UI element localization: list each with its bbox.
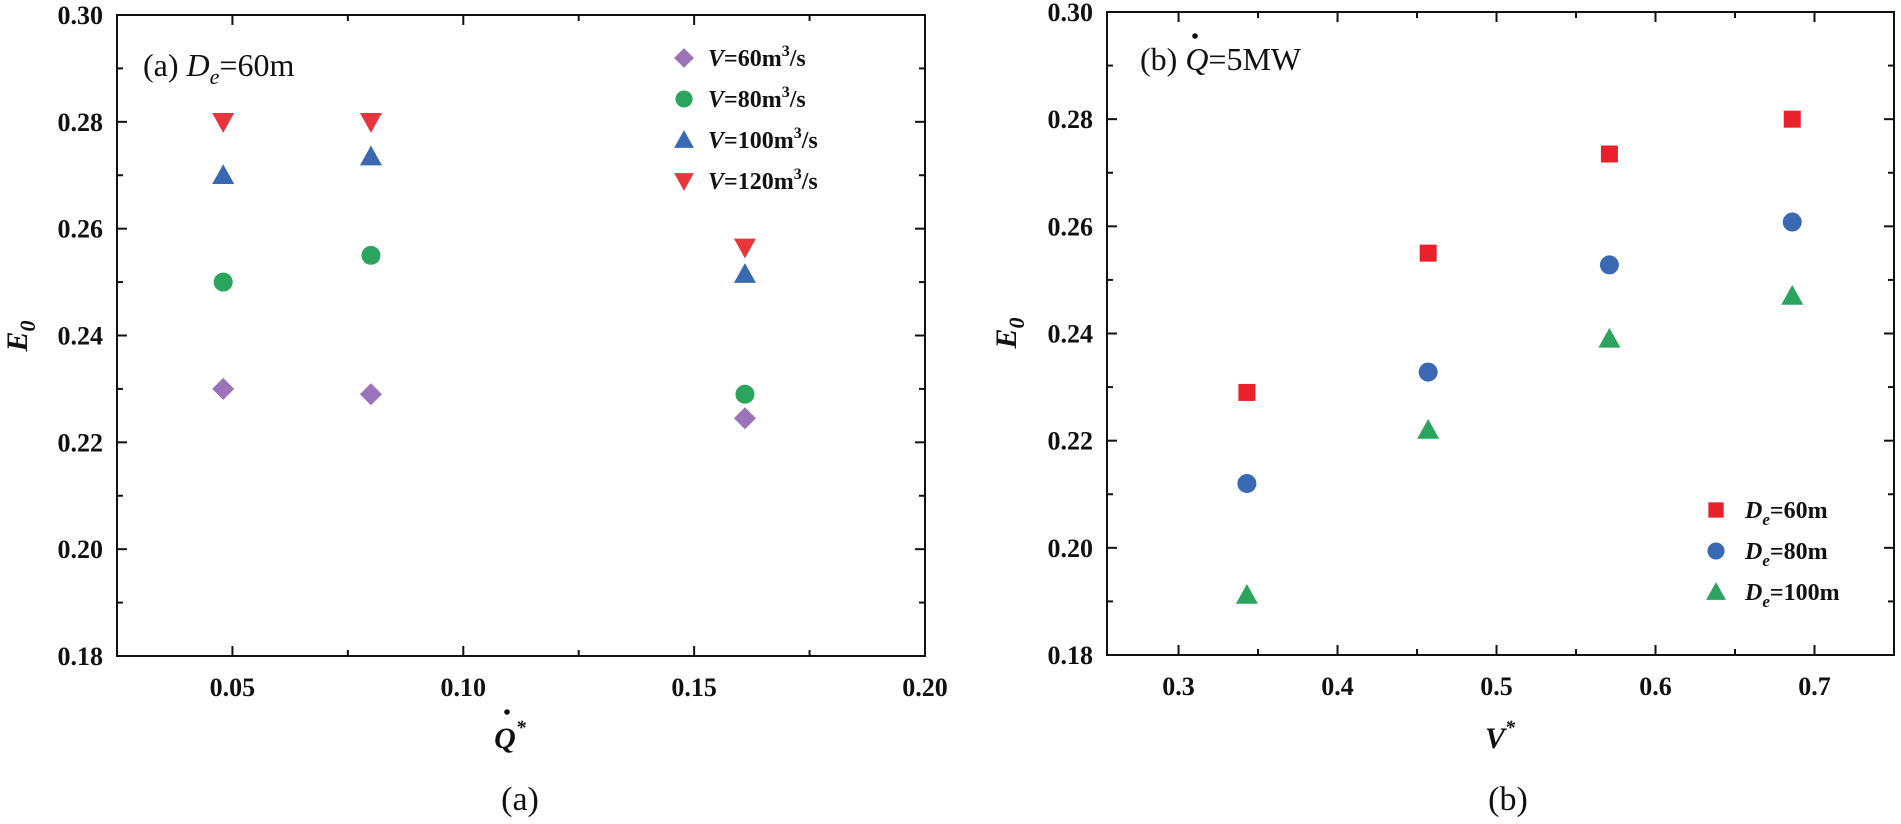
panel-b-series-0-point: [1419, 244, 1437, 262]
panel-a-x-axis-title: Q*: [494, 709, 527, 755]
panel-b-series-1-point: [1782, 212, 1802, 232]
panel-b-series-0-point: [1783, 110, 1801, 128]
panel-b-y-axis-title: E0: [990, 317, 1029, 349]
panel-b-y-tick-label: 0.22: [1048, 427, 1094, 456]
panel-a-x-tick-label: 0.20: [902, 673, 948, 702]
panel-b-title: (b) Q=5MW: [1140, 41, 1302, 77]
panel-b-legend-label-1: De=80m: [1744, 539, 1828, 570]
panel-b-series-2-point: [1598, 327, 1621, 348]
panel-a-series-1-point: [735, 384, 755, 404]
panel-a-y-tick-label: 0.30: [58, 1, 104, 30]
panel-a-legend-label-1: V=80m3/s: [708, 84, 806, 113]
panel-a-y-tick-label: 0.24: [58, 322, 104, 351]
panel-b-series-2-point: [1781, 284, 1804, 305]
panel-a-series-1-point: [361, 245, 381, 265]
panel-a-x-tick-label: 0.10: [441, 673, 487, 702]
panel-a-series-1-point: [213, 272, 233, 292]
panel-b-y-tick-label: 0.28: [1048, 105, 1094, 134]
panel-a-series-0-point: [212, 377, 235, 400]
panel-b-legend-marker-2: [1706, 582, 1726, 600]
panel-a-y-tick-label: 0.22: [58, 428, 104, 457]
panel-b-y-tick-label: 0.18: [1048, 641, 1094, 670]
panel-a-legend: V=60m3/s V=80m3/s V=100m3/s V=120m3/s: [674, 43, 818, 195]
svg-text:V*: V*: [1485, 717, 1516, 755]
panel-b-x-tick-label: 0.3: [1162, 672, 1195, 701]
panel-a-legend-label-0: V=60m3/s: [708, 43, 806, 72]
panel-a-title: (a) De=60m: [143, 47, 294, 89]
panel-b-title-dot: [1192, 33, 1198, 39]
panel-b-legend: De=60m De=80m De=100m: [1706, 498, 1840, 611]
panel-b-legend-label-0: De=60m: [1744, 498, 1828, 529]
panel-b-chart: 0.3 0.4 0.5 0.6 0.7 0.18 0.20 0.22 0.24 0.26 0.28…: [990, 0, 1895, 818]
panel-a-y-tick-label: 0.18: [58, 642, 104, 671]
panel-b-y-tick-label: 0.20: [1048, 534, 1094, 563]
panel-b-x-tick-label: 0.7: [1798, 672, 1831, 701]
panel-a-series-2-point: [359, 145, 382, 166]
panel-b-series-1-point: [1237, 474, 1257, 494]
panel-b-series-1-point: [1418, 362, 1438, 382]
svg-text:E0: E0: [1, 320, 40, 352]
panel-b-series-2-point: [1235, 583, 1258, 604]
svg-text:Q*: Q*: [494, 717, 527, 755]
panel-a-y-tick-label: 0.28: [58, 108, 104, 137]
panel-a-legend-marker-0: [674, 48, 694, 68]
panel-b-x-tick-label: 0.5: [1480, 672, 1513, 701]
panel-b-y-tick-label: 0.24: [1048, 320, 1094, 349]
panel-b-legend-marker-1: [1707, 542, 1725, 560]
panel-a-series-2-point: [733, 263, 756, 283]
svg-text:E0: E0: [990, 317, 1029, 349]
panel-a-series-3-point: [212, 113, 235, 133]
panel-a-caption: (a): [501, 781, 539, 818]
panel-a-legend-label-2: V=100m3/s: [708, 125, 818, 154]
panel-a-series-2-point: [212, 164, 235, 185]
panel-a-y-tick-label: 0.26: [58, 215, 104, 244]
panel-a-legend-marker-1: [675, 90, 693, 108]
panel-a-series-3-point: [733, 238, 756, 259]
panel-a-series-0-point: [359, 383, 382, 406]
panel-b-series-2-point: [1417, 418, 1440, 439]
panel-a-legend-marker-3: [674, 173, 694, 191]
panel-b-y-tick-label: 0.26: [1048, 212, 1094, 241]
panel-a-y-tick-label: 0.20: [58, 535, 104, 564]
panel-a-x-tick-label: 0.05: [210, 673, 256, 702]
panel-a-y-axis-title: E0: [1, 320, 40, 352]
panel-a-series-3-point: [359, 113, 382, 133]
panel-b-series-0-point: [1238, 383, 1256, 401]
panel-b-y-tick-label: 0.30: [1048, 0, 1094, 27]
panel-b-series-1-point: [1599, 255, 1619, 275]
panel-a-x-tick-label: 0.15: [671, 673, 717, 702]
panel-b-legend-marker-0: [1708, 502, 1724, 518]
panel-a-legend-label-3: V=120m3/s: [708, 166, 818, 195]
panel-b-x-tick-label: 0.6: [1639, 672, 1672, 701]
panel-b-legend-label-2: De=100m: [1744, 580, 1840, 611]
panel-b-caption: (b): [1488, 781, 1528, 818]
panel-b-x-tick-label: 0.4: [1321, 672, 1354, 701]
panel-b-series-0-point: [1600, 145, 1618, 163]
panel-a-chart: 0.05 0.10 0.15 0.20 0.18 0.20 0.22 0.24 0.26 0.2…: [1, 1, 948, 818]
panel-b-x-axis-title: V*: [1485, 717, 1516, 755]
panel-a-legend-marker-2: [674, 130, 694, 148]
panel-a-series-0-point: [733, 407, 756, 430]
